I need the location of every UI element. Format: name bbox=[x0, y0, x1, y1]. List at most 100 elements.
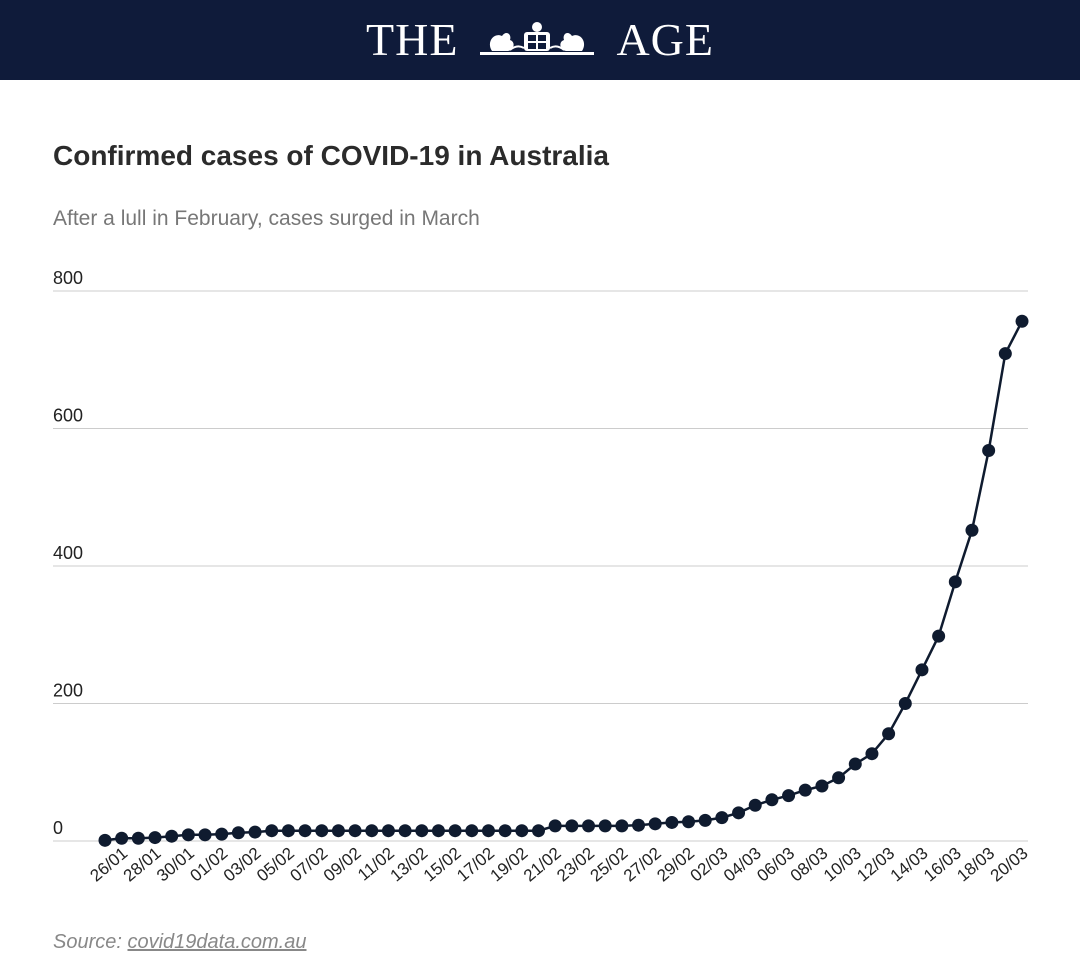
y-tick-label: 200 bbox=[53, 681, 83, 701]
data-point-31/01 bbox=[198, 828, 212, 842]
x-tick-label: 23/02 bbox=[553, 844, 598, 886]
data-point-29/01 bbox=[165, 829, 179, 843]
data-point-26/01 bbox=[115, 831, 129, 845]
data-point-28/01 bbox=[148, 831, 162, 845]
data-point-02/03 bbox=[715, 811, 729, 825]
data-point-28/02 bbox=[665, 815, 679, 829]
data-point-20/03 bbox=[1015, 314, 1029, 328]
data-point-08/03 bbox=[815, 779, 829, 793]
data-point-10/03 bbox=[848, 757, 862, 771]
x-tick-label: 28/01 bbox=[120, 844, 165, 886]
logo-word-the: THE bbox=[366, 14, 459, 65]
data-point-19/02 bbox=[515, 824, 529, 838]
x-tick-label: 29/02 bbox=[653, 844, 698, 886]
x-tick-label: 06/03 bbox=[753, 844, 798, 886]
x-tick-label: 20/03 bbox=[987, 844, 1032, 886]
x-tick-label: 21/02 bbox=[520, 844, 565, 886]
x-tick-label: 08/03 bbox=[787, 844, 832, 886]
data-point-08/02 bbox=[331, 824, 345, 838]
data-point-24/02 bbox=[598, 819, 612, 833]
x-tick-label: 17/02 bbox=[453, 844, 498, 886]
data-point-01/03 bbox=[698, 813, 712, 827]
x-tick-label: 04/03 bbox=[720, 844, 765, 886]
data-point-11/02 bbox=[381, 824, 395, 838]
chart-subtitle: After a lull in February, cases surged i… bbox=[53, 207, 480, 230]
x-tick-label: 01/02 bbox=[186, 844, 231, 886]
data-point-29/02 bbox=[682, 815, 696, 829]
data-point-17/03 bbox=[965, 523, 979, 537]
data-point-06/02 bbox=[298, 824, 312, 838]
line-chart: 0 200 400 600 800 26/0128/0130/0101/0203/0205… bbox=[53, 268, 1032, 886]
data-point-26/02 bbox=[632, 818, 646, 832]
data-point-04/02 bbox=[265, 824, 279, 838]
data-point-15/02 bbox=[448, 824, 462, 838]
data-point-01/02 bbox=[215, 827, 229, 841]
data-point-14/03 bbox=[915, 663, 929, 677]
x-tick-label: 11/02 bbox=[354, 844, 398, 885]
x-tick-label: 15/02 bbox=[420, 844, 465, 886]
data-point-09/02 bbox=[348, 824, 362, 838]
x-tick-label: 27/02 bbox=[620, 844, 665, 886]
data-point-10/02 bbox=[365, 824, 379, 838]
x-tick-label: 03/02 bbox=[220, 844, 265, 886]
data-point-04/03 bbox=[748, 798, 762, 812]
data-point-27/02 bbox=[648, 817, 662, 831]
chart-container: 0 200 400 600 800 26/01 28/01 30/01 01/02 03/02 05… bbox=[0, 260, 1080, 920]
x-tick-label: 10/03 bbox=[820, 844, 865, 886]
data-point-12/02 bbox=[398, 824, 412, 838]
data-point-15/03 bbox=[932, 629, 946, 643]
data-point-07/03 bbox=[798, 783, 812, 797]
data-point-30/01 bbox=[181, 828, 195, 842]
x-tick-label: 25/02 bbox=[587, 844, 632, 886]
data-point-25/01 bbox=[98, 833, 112, 847]
x-tick-label: 30/01 bbox=[153, 844, 198, 886]
y-tick-label: 600 bbox=[53, 406, 83, 426]
series-line bbox=[104, 320, 1024, 842]
masthead: THE AGE bbox=[0, 0, 1080, 80]
data-point-09/03 bbox=[832, 771, 846, 785]
data-point-13/02 bbox=[415, 824, 429, 838]
coat-of-arms-icon bbox=[480, 22, 595, 55]
data-point-11/03 bbox=[865, 747, 879, 761]
chart-title: Confirmed cases of COVID-19 in Australia bbox=[53, 140, 609, 171]
x-tick-label: 13/02 bbox=[387, 844, 432, 886]
data-point-18/03 bbox=[982, 444, 996, 457]
source-prefix: Source: bbox=[53, 931, 128, 953]
data-point-02/02 bbox=[231, 826, 245, 840]
data-point-23/02 bbox=[582, 819, 596, 833]
x-tick-label: 12/03 bbox=[853, 844, 898, 886]
data-point-05/03 bbox=[765, 793, 779, 807]
data-point-21/02 bbox=[548, 819, 562, 833]
x-tick-label: 07/02 bbox=[287, 844, 332, 886]
data-point-19/03 bbox=[998, 347, 1012, 361]
data-point-14/02 bbox=[431, 824, 445, 838]
data-point-22/02 bbox=[565, 819, 579, 833]
data-point-07/02 bbox=[315, 824, 329, 838]
source-note: Source: covid19data.com.au bbox=[53, 931, 307, 954]
data-point-12/03 bbox=[882, 727, 896, 741]
data-point-18/02 bbox=[498, 824, 512, 838]
source-link[interactable]: covid19data.com.au bbox=[127, 931, 307, 953]
data-point-05/02 bbox=[281, 824, 295, 838]
data-point-27/01 bbox=[131, 831, 145, 845]
x-tick-label: 14/03 bbox=[887, 844, 932, 886]
data-point-03/03 bbox=[732, 806, 746, 820]
data-point-03/02 bbox=[248, 825, 262, 839]
x-tick-label: 16/03 bbox=[920, 844, 965, 886]
the-age-logo[interactable]: THE AGE bbox=[366, 17, 714, 63]
data-point-25/02 bbox=[615, 819, 629, 833]
x-tick-label: 19/02 bbox=[487, 844, 532, 886]
data-point-16/03 bbox=[948, 575, 962, 589]
data-point-20/02 bbox=[531, 824, 545, 838]
data-point-17/02 bbox=[481, 824, 495, 838]
data-point-06/03 bbox=[782, 789, 796, 803]
x-tick-label: 26/01 bbox=[86, 844, 131, 886]
logo-word-age: AGE bbox=[616, 14, 714, 65]
x-tick-label: 05/02 bbox=[253, 844, 298, 886]
y-tick-label: 400 bbox=[53, 543, 83, 563]
y-tick-label: 800 bbox=[53, 268, 83, 288]
x-tick-label: 02/03 bbox=[687, 844, 732, 886]
x-tick-label: 09/02 bbox=[320, 844, 365, 886]
x-tick-label: 18/03 bbox=[953, 844, 998, 886]
y-tick-label: 0 bbox=[53, 818, 63, 838]
